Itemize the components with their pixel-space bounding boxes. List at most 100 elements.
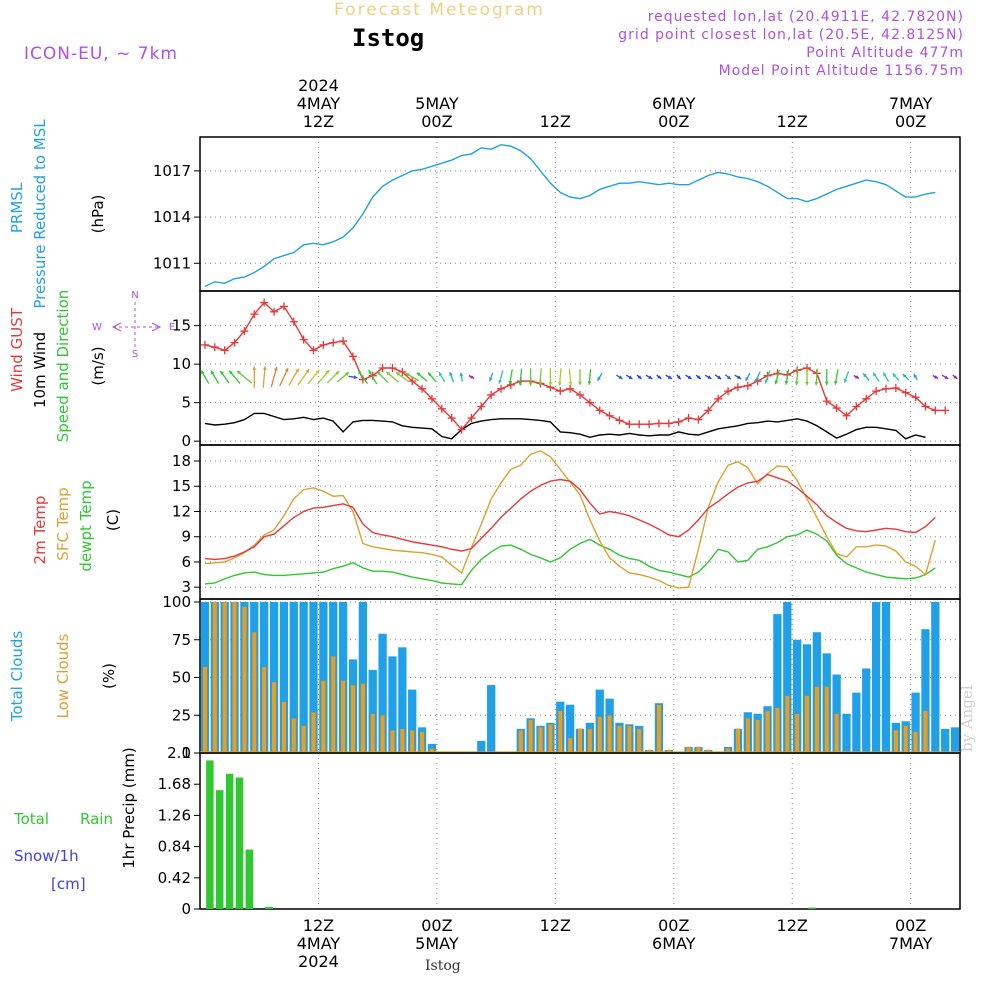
- y-tick-label: 6: [181, 553, 191, 571]
- compass-w: W: [92, 322, 102, 333]
- y-tick-label: 12: [172, 502, 191, 520]
- wind-arrow-head: [648, 375, 653, 379]
- gust-marker: [743, 381, 752, 390]
- wind-direction-label: Speed and Direction: [54, 290, 72, 443]
- wind-arrow-head: [676, 375, 681, 380]
- low-cloud-bar: [745, 718, 751, 754]
- gust-marker: [388, 364, 397, 372]
- gust-marker: [625, 420, 634, 429]
- footer-station-name: Istog: [425, 958, 461, 974]
- wind-arrow-head: [315, 370, 320, 375]
- low-cloud-bar: [232, 601, 237, 754]
- total-cloud-bar: [269, 602, 279, 753]
- gust-marker: [694, 415, 703, 424]
- gust-marker: [684, 414, 693, 423]
- gust-marker: [605, 411, 614, 420]
- wind-arrow-head: [211, 370, 215, 375]
- bottom-axis-label: 00Z: [895, 916, 926, 935]
- wind-arrow-head: [568, 381, 573, 386]
- gust-marker: [674, 417, 683, 426]
- gust-marker: [220, 346, 229, 355]
- total-cloud-bar: [852, 692, 861, 753]
- total-cloud-bar: [388, 656, 397, 753]
- model-label: ICON-EU, ~ 7km: [24, 44, 178, 64]
- gust-marker: [724, 387, 733, 396]
- low-cloud-bar: [834, 713, 839, 754]
- total-cloud-bar: [319, 602, 328, 753]
- low-cloud-bar: [330, 656, 336, 754]
- wind-gust-label: Wind GUST: [8, 307, 26, 392]
- total-cloud-bar: [773, 614, 782, 753]
- gust-marker: [299, 335, 308, 344]
- wind-arrow-head: [833, 380, 838, 385]
- low-cloud-bar: [755, 719, 760, 754]
- gust-marker: [200, 340, 209, 349]
- compass-arrows: [111, 322, 162, 332]
- wind-arrow-head: [618, 375, 623, 379]
- low-cloud-bar: [656, 704, 662, 754]
- low-cloud-bar: [567, 737, 573, 754]
- pressure-label-desc: Pressure Reduced to MSL: [31, 119, 49, 309]
- bottom-axis-label: 00Z: [421, 916, 452, 935]
- low-cloud-bar: [242, 606, 247, 754]
- bottom-axis-label: 12Z: [777, 916, 808, 935]
- wind-arrow-head: [863, 373, 867, 378]
- total-rain-label-2: Rain: [80, 810, 113, 828]
- bottom-axis-label: 12Z: [303, 916, 334, 935]
- wind-arrow-head: [726, 375, 731, 380]
- pressure-unit-label: (hPa): [89, 195, 107, 234]
- wind-arrow-head: [687, 375, 692, 379]
- low-cloud-bar: [400, 728, 405, 754]
- wind-arrow-head: [597, 376, 601, 381]
- wind-arrow-head: [358, 370, 362, 375]
- gust-marker: [872, 387, 881, 396]
- gust-marker: [881, 384, 890, 393]
- low-cloud-bar: [597, 716, 603, 754]
- gust-marker: [378, 364, 387, 372]
- wind-arrow-head: [843, 378, 848, 383]
- top-axis-label: 00Z: [658, 112, 689, 131]
- total-cloud-bar: [941, 728, 950, 753]
- total-cloud-bar: [862, 668, 871, 753]
- dewpoint-line: [204, 529, 936, 586]
- y-tick-label: 25: [172, 706, 191, 724]
- low-cloud-bar: [370, 713, 376, 754]
- gust-marker: [921, 402, 930, 411]
- pressure-label-prmsl: PRMSL: [8, 182, 26, 233]
- gust-marker: [279, 302, 288, 311]
- top-axis-label: 4MAY: [297, 94, 341, 113]
- wind-arrow-head: [459, 372, 464, 377]
- top-axis-label: 12Z: [777, 112, 808, 131]
- gust-marker: [901, 388, 910, 397]
- total-cloud-bar: [299, 602, 308, 753]
- bottom-axis-label: 12Z: [540, 916, 571, 935]
- y-tick-label: 15: [172, 317, 191, 335]
- low-cloud-bar: [765, 710, 770, 754]
- low-cloud-bar: [607, 715, 612, 754]
- wind-arrow-head: [824, 381, 829, 386]
- rain-bar: [808, 907, 816, 909]
- gust-marker: [595, 406, 604, 415]
- wind-arrow-head: [284, 368, 289, 373]
- precip-unit-label: 1hr Precip (mm): [120, 747, 138, 868]
- gust-marker: [635, 420, 644, 429]
- wind-arrow-head: [707, 375, 712, 379]
- wind-arrow: [262, 366, 266, 388]
- total-cloud-bar: [398, 647, 407, 753]
- top-axis-label: 7MAY: [889, 94, 933, 113]
- temp-dewpt-label: dewpt Temp: [77, 480, 95, 571]
- wind-arrow-head: [376, 371, 381, 376]
- gust-marker: [645, 420, 654, 429]
- wind-arrow-head: [754, 378, 759, 383]
- y-tick-label: 75: [172, 631, 191, 649]
- total-cloud-bar: [931, 602, 940, 753]
- y-tick-label: 1017: [153, 162, 191, 180]
- temp-2m-label: 2m Temp: [31, 496, 49, 565]
- gust-marker: [339, 337, 348, 346]
- total-rain-label-1: Total: [13, 810, 49, 828]
- low-cloud-bar: [913, 731, 918, 754]
- wind-unit-label: (m/s): [89, 346, 107, 385]
- wind-10m-label: 10m Wind: [31, 332, 49, 408]
- wind-arrow-head: [325, 370, 330, 375]
- wind-arrow-head: [628, 375, 633, 379]
